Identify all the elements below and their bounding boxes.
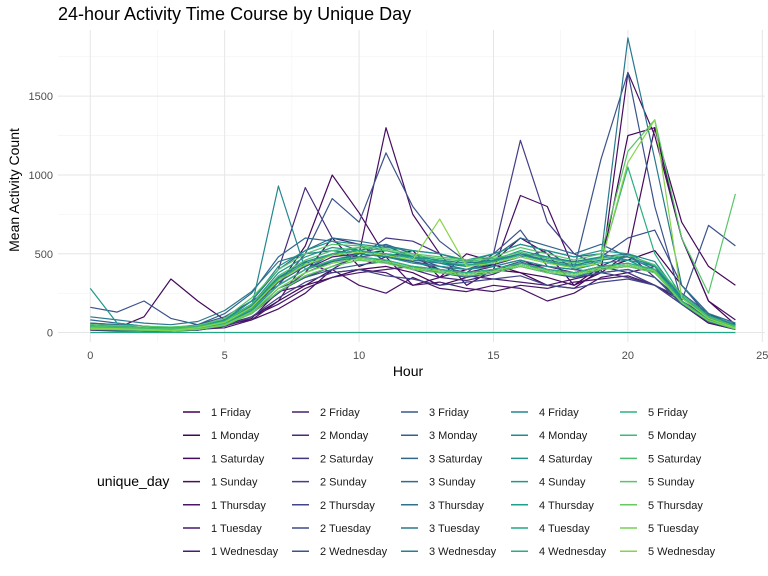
legend-label: 4 Thursday (539, 500, 594, 512)
y-tick-label: 0 (47, 328, 53, 340)
legend-label: 3 Monday (429, 430, 478, 442)
legend-label: 5 Sunday (648, 477, 695, 489)
series-line (90, 246, 736, 330)
x-tick-labels: 0 5 10 15 20 25 (87, 350, 768, 362)
legend-label: 5 Monday (648, 430, 697, 442)
x-tick-label: 25 (756, 350, 768, 362)
series-line (90, 261, 736, 332)
legend-label: 3 Friday (429, 407, 469, 419)
series-line (90, 127, 736, 329)
legend-label: 5 Wednesday (648, 546, 716, 558)
series-line (90, 261, 736, 331)
legend-label: 4 Friday (539, 407, 579, 419)
series-line (90, 265, 736, 332)
series-line (90, 257, 736, 332)
legend-label: 2 Thursday (320, 500, 375, 512)
series-line (90, 268, 736, 332)
series-line (90, 119, 736, 331)
y-axis-title: Mean Activity Count (6, 128, 22, 252)
y-tick-label: 500 (35, 249, 53, 261)
x-tick-label: 10 (353, 350, 365, 362)
legend-label: 4 Saturday (539, 453, 593, 465)
legend-label: 5 Friday (648, 407, 688, 419)
legend-label: 4 Wednesday (539, 546, 607, 558)
legend-label: 4 Sunday (539, 477, 586, 489)
series-line (90, 119, 736, 328)
legend-label: 1 Wednesday (211, 546, 279, 558)
y-tick-labels: 0 500 1000 1500 (29, 91, 53, 339)
series-line (90, 127, 736, 332)
x-axis-title: Hour (393, 363, 424, 379)
series-line (90, 256, 736, 331)
x-tick-label: 15 (487, 350, 499, 362)
series-line (90, 237, 736, 330)
legend-label: 2 Tuesday (320, 523, 371, 535)
x-tick-label: 5 (222, 350, 228, 362)
legend-title: unique_day (97, 473, 169, 489)
legend-label: 2 Friday (320, 407, 360, 419)
legend-label: 2 Sunday (320, 477, 367, 489)
legend-label: 2 Saturday (320, 453, 374, 465)
grid-layer (58, 30, 765, 342)
legend-label: 3 Saturday (429, 453, 483, 465)
legend-label: 3 Thursday (429, 500, 484, 512)
series-line (90, 265, 736, 332)
chart-title: 24-hour Activity Time Course by Unique D… (58, 4, 412, 24)
y-tick-label: 1500 (29, 91, 53, 103)
series-line (90, 71, 736, 326)
legend-label: 3 Sunday (429, 477, 476, 489)
legend-label: 1 Tuesday (211, 523, 262, 535)
legend-label: 1 Monday (211, 430, 260, 442)
legend-label: 5 Tuesday (648, 523, 699, 535)
legend-label: 3 Tuesday (429, 523, 480, 535)
lines-layer (89, 37, 736, 334)
legend-label: 5 Thursday (648, 500, 703, 512)
legend-label: 1 Saturday (211, 453, 265, 465)
legend-label: 2 Wednesday (320, 546, 388, 558)
y-tick-label: 1000 (29, 170, 53, 182)
series-line (90, 166, 736, 330)
legend-label: 3 Wednesday (429, 546, 497, 558)
legend-label: 1 Thursday (211, 500, 266, 512)
legend-label: 4 Tuesday (539, 523, 590, 535)
legend-label: 2 Monday (320, 430, 369, 442)
legend-label: 4 Monday (539, 430, 588, 442)
series-line (90, 237, 736, 330)
legend: 1 Friday 1 Monday 1 Saturday 1 Sunday 1 Thur… (183, 407, 716, 558)
series-line (89, 246, 736, 329)
x-tick-label: 0 (87, 350, 93, 362)
legend-label: 5 Saturday (648, 453, 702, 465)
legend-label: 1 Friday (211, 407, 251, 419)
x-tick-label: 20 (622, 350, 634, 362)
legend-label: 1 Sunday (211, 477, 258, 489)
